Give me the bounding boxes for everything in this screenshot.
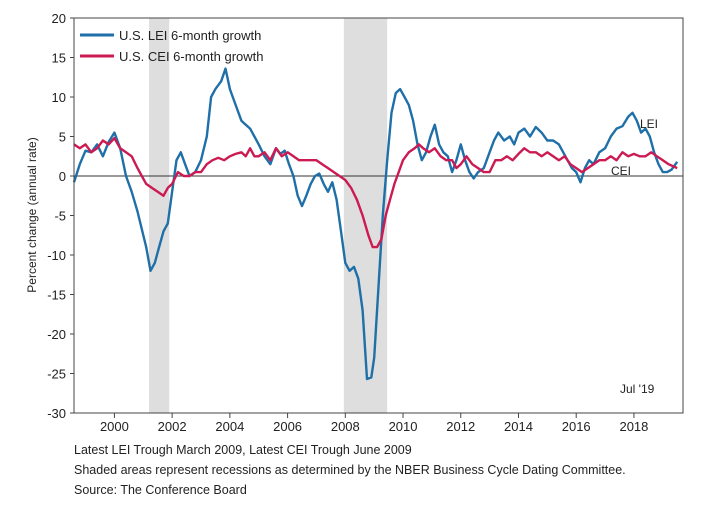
x-tick-label: 2016 — [562, 419, 591, 434]
legend: U.S. LEI 6-month growth U.S. CEI 6-month… — [80, 28, 264, 64]
x-tick-label: 2018 — [619, 419, 648, 434]
y-tick-label: 10 — [52, 90, 66, 105]
date-annotation: Jul '19 — [620, 382, 655, 396]
series-label-lei: LEI — [640, 117, 658, 131]
chart-notes: Latest LEI Trough March 2009, Latest CEI… — [74, 440, 626, 500]
x-tick-label: 2012 — [446, 419, 475, 434]
recession-bands — [149, 18, 388, 413]
y-tick-label: -20 — [47, 327, 66, 342]
x-tick-label: 2006 — [273, 419, 302, 434]
y-axis-label: Percent change (annual rate) — [25, 137, 39, 292]
y-axis-ticks: -30 -25 -20 -15 -10 -5 0 5 10 15 20 — [47, 11, 74, 421]
series-lines — [72, 67, 679, 381]
y-tick-label: 0 — [59, 169, 66, 184]
x-tick-label: 2014 — [504, 419, 533, 434]
y-tick-label: -30 — [47, 406, 66, 421]
y-tick-label: -25 — [47, 367, 66, 382]
x-tick-label: 2000 — [100, 419, 129, 434]
y-tick-label: 5 — [59, 130, 66, 145]
y-tick-label: -15 — [47, 288, 66, 303]
x-tick-label: 2010 — [389, 419, 418, 434]
y-tick-label: 15 — [52, 51, 66, 66]
trough-note: Latest LEI Trough March 2009, Latest CEI… — [74, 443, 412, 457]
x-tick-label: 2004 — [215, 419, 244, 434]
y-tick-label: -5 — [54, 209, 66, 224]
series-line-cei — [73, 136, 678, 249]
series-line-lei — [72, 67, 679, 381]
y-tick-label: -10 — [47, 248, 66, 263]
y-tick-label: 20 — [52, 11, 66, 26]
x-tick-label: 2008 — [331, 419, 360, 434]
recession-note: Shaded areas represent recessions as det… — [74, 463, 626, 477]
legend-label-lei: U.S. LEI 6-month growth — [119, 28, 261, 43]
legend-label-cei: U.S. CEI 6-month growth — [119, 49, 264, 64]
x-tick-label: 2002 — [158, 419, 187, 434]
source-note: Source: The Conference Board — [74, 483, 247, 497]
series-label-cei: CEI — [611, 164, 631, 178]
x-axis-ticks: 2000 2002 2004 2006 2008 2010 2012 2014 2016 2018 — [100, 413, 648, 434]
recession-band-0 — [149, 18, 170, 413]
